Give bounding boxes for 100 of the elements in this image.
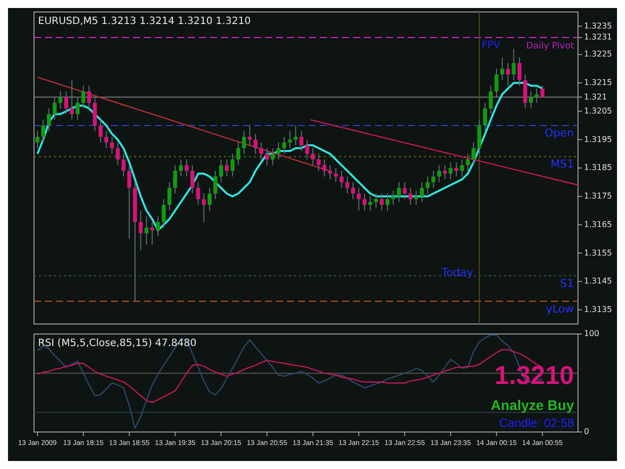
candlestick — [466, 153, 470, 172]
candlestick — [528, 90, 533, 109]
y-tick-label: 1.321 — [584, 92, 607, 102]
ref-line-label: yLow — [546, 302, 574, 316]
candlestick — [345, 176, 350, 194]
candlestick — [122, 153, 126, 178]
candlestick — [144, 216, 148, 246]
candlestick — [58, 90, 62, 109]
y-tick-label: 100 — [584, 329, 600, 338]
candlestick — [224, 158, 229, 178]
y-tick-label: 1.3225 — [584, 50, 612, 59]
candlestick — [259, 142, 264, 160]
annotation: FPV — [482, 40, 500, 51]
candlestick — [431, 170, 436, 188]
candlestick — [340, 170, 344, 188]
ref-line-label: S1 — [560, 276, 574, 290]
candlestick — [517, 56, 522, 86]
candlestick — [70, 80, 74, 120]
candlestick — [264, 148, 269, 166]
candlestick — [356, 187, 361, 212]
candlestick — [41, 119, 46, 143]
candlestick — [64, 90, 68, 115]
candlestick — [184, 158, 189, 178]
candlestick — [104, 130, 108, 149]
candlestick — [127, 164, 132, 240]
candlestick — [351, 182, 356, 200]
candlestick — [202, 193, 206, 222]
candlestick — [150, 221, 154, 246]
candlestick — [254, 133, 258, 154]
candlestick — [494, 68, 499, 98]
candlestick — [402, 182, 407, 200]
candlestick — [380, 193, 384, 212]
ref-line-label: Open — [544, 126, 574, 140]
y-tick-label: 1.3145 — [584, 276, 612, 286]
candlestick — [472, 142, 476, 166]
candlestick — [52, 96, 57, 120]
y-tick-label: 1.3185 — [584, 163, 612, 172]
chart-title: RSI (M5,5,Close,85,15) 47.8480 — [38, 338, 197, 349]
ref-line-label: Today — [440, 266, 474, 279]
y-tick-label: 1.3155 — [584, 248, 612, 258]
candlestick — [523, 74, 528, 109]
candlestick — [81, 85, 86, 109]
candlestick — [87, 85, 92, 109]
candlestick — [167, 182, 172, 212]
candlestick — [213, 170, 218, 200]
candlestick — [305, 139, 310, 160]
y-tick-label: 1.3165 — [584, 220, 612, 229]
candlestick — [92, 96, 97, 132]
candlestick — [208, 187, 212, 212]
candlestick — [362, 193, 367, 212]
annotation: 1.3210 — [494, 360, 574, 390]
ref-line-label: MS1 — [550, 158, 574, 171]
line-series — [36, 82, 544, 232]
candlestick — [374, 193, 378, 208]
y-tick-label: 1.3235 — [584, 21, 612, 30]
candlestick — [116, 142, 120, 166]
candlestick — [500, 56, 504, 81]
candlestick — [76, 96, 80, 120]
candlestick — [110, 136, 114, 154]
candlestick — [506, 62, 510, 86]
candlestick — [408, 187, 412, 206]
candlestick — [138, 210, 143, 251]
y-tick-label: 1.3231 — [584, 32, 612, 42]
candlestick — [230, 153, 235, 178]
candlestick — [190, 164, 194, 194]
candlestick — [483, 102, 488, 132]
candlestick — [242, 130, 246, 154]
candlestick — [236, 142, 240, 166]
y-tick-label: 0 — [584, 427, 590, 436]
candlestick — [316, 153, 321, 172]
candlestick — [178, 158, 183, 178]
y-tick-label: 1.3205 — [584, 106, 612, 116]
candlestick — [156, 216, 160, 237]
candlestick — [46, 108, 51, 132]
candlestick — [288, 130, 292, 149]
candlestick — [162, 198, 166, 228]
candlestick — [477, 119, 482, 154]
candlestick — [299, 130, 304, 152]
candlestick — [426, 176, 430, 194]
candlestick — [448, 162, 453, 180]
candlestick — [173, 164, 178, 194]
candlestick — [420, 182, 424, 203]
candlestick — [196, 182, 200, 206]
candlestick — [368, 196, 372, 212]
candlestick — [98, 119, 103, 143]
annotation: Analyze Buy — [490, 397, 574, 413]
candlestick — [322, 158, 326, 178]
annotation: Candle: 02:58 — [499, 416, 574, 430]
y-tick-label: 1.3135 — [584, 305, 612, 314]
candlestick — [219, 158, 224, 183]
candlestick — [512, 48, 516, 81]
candlestick — [454, 162, 458, 178]
candlestick — [334, 168, 338, 183]
candlestick — [385, 193, 390, 212]
candlestick — [310, 148, 315, 166]
y-tick-label: 1.3195 — [584, 134, 612, 144]
chart-title: EURUSD,M5 1.3213 1.3214 1.3210 1.3210 — [38, 16, 251, 27]
y-tick-label: 1.3175 — [584, 192, 612, 201]
candlestick — [460, 158, 464, 178]
candlestick — [270, 148, 275, 166]
